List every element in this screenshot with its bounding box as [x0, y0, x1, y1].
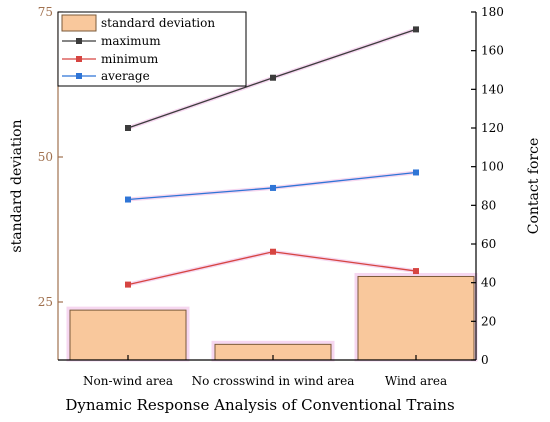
legend-label-maximum: maximum — [101, 34, 161, 48]
y-left-tick-label: 75 — [38, 5, 53, 19]
y-right-tick-label: 180 — [481, 5, 504, 19]
series-point — [270, 248, 276, 255]
y-right-tick-label: 20 — [481, 314, 496, 328]
y-axis-left-title: standard deviation — [9, 119, 25, 252]
legend: standard deviation maximum minimum avera… — [57, 11, 247, 87]
y-right-tick-label: 60 — [481, 237, 496, 251]
legend-swatch-standard-deviation — [61, 14, 97, 32]
bar — [357, 275, 475, 361]
legend-label-average: average — [101, 69, 150, 83]
y-axis-right-title: Contact force — [526, 138, 542, 234]
y-right-tick-label: 160 — [481, 44, 504, 58]
legend-marker-minimum — [76, 56, 82, 62]
series-point — [413, 268, 419, 275]
lines-layer — [125, 26, 419, 288]
x-tick-label: Non-wind area — [83, 374, 173, 388]
y-right-tick-label: 120 — [481, 121, 504, 135]
series-point — [270, 74, 276, 81]
axes-layer: 25 50 75 0 20 40 60 80 100 120 140 160 180 Non-wind a… — [38, 5, 504, 388]
y-right-tick-label: 0 — [481, 353, 489, 367]
y-right-tick-label: 40 — [481, 276, 496, 290]
series-point — [125, 125, 131, 131]
y-right-tick-label: 140 — [481, 82, 504, 96]
series-point — [413, 26, 419, 33]
y-right-tick-label: 100 — [481, 160, 504, 174]
x-tick-label: No crosswind in wind area — [192, 374, 355, 388]
y-left-tick-label: 25 — [38, 295, 53, 309]
legend-marker-average — [76, 73, 82, 79]
series-point — [125, 196, 131, 203]
x-tick-label: Wind area — [385, 374, 447, 388]
series-point — [413, 169, 419, 176]
chart-title: Dynamic Response Analysis of Conventiona… — [65, 396, 454, 414]
legend-label-minimum: minimum — [101, 52, 159, 66]
y-right-tick-label: 80 — [481, 198, 496, 212]
legend-marker-maximum — [76, 38, 82, 44]
series-point — [125, 281, 131, 288]
y-left-tick-label: 50 — [38, 150, 53, 164]
bar — [69, 309, 187, 361]
legend-label-standard-deviation: standard deviation — [101, 16, 215, 30]
series-point — [270, 184, 276, 191]
